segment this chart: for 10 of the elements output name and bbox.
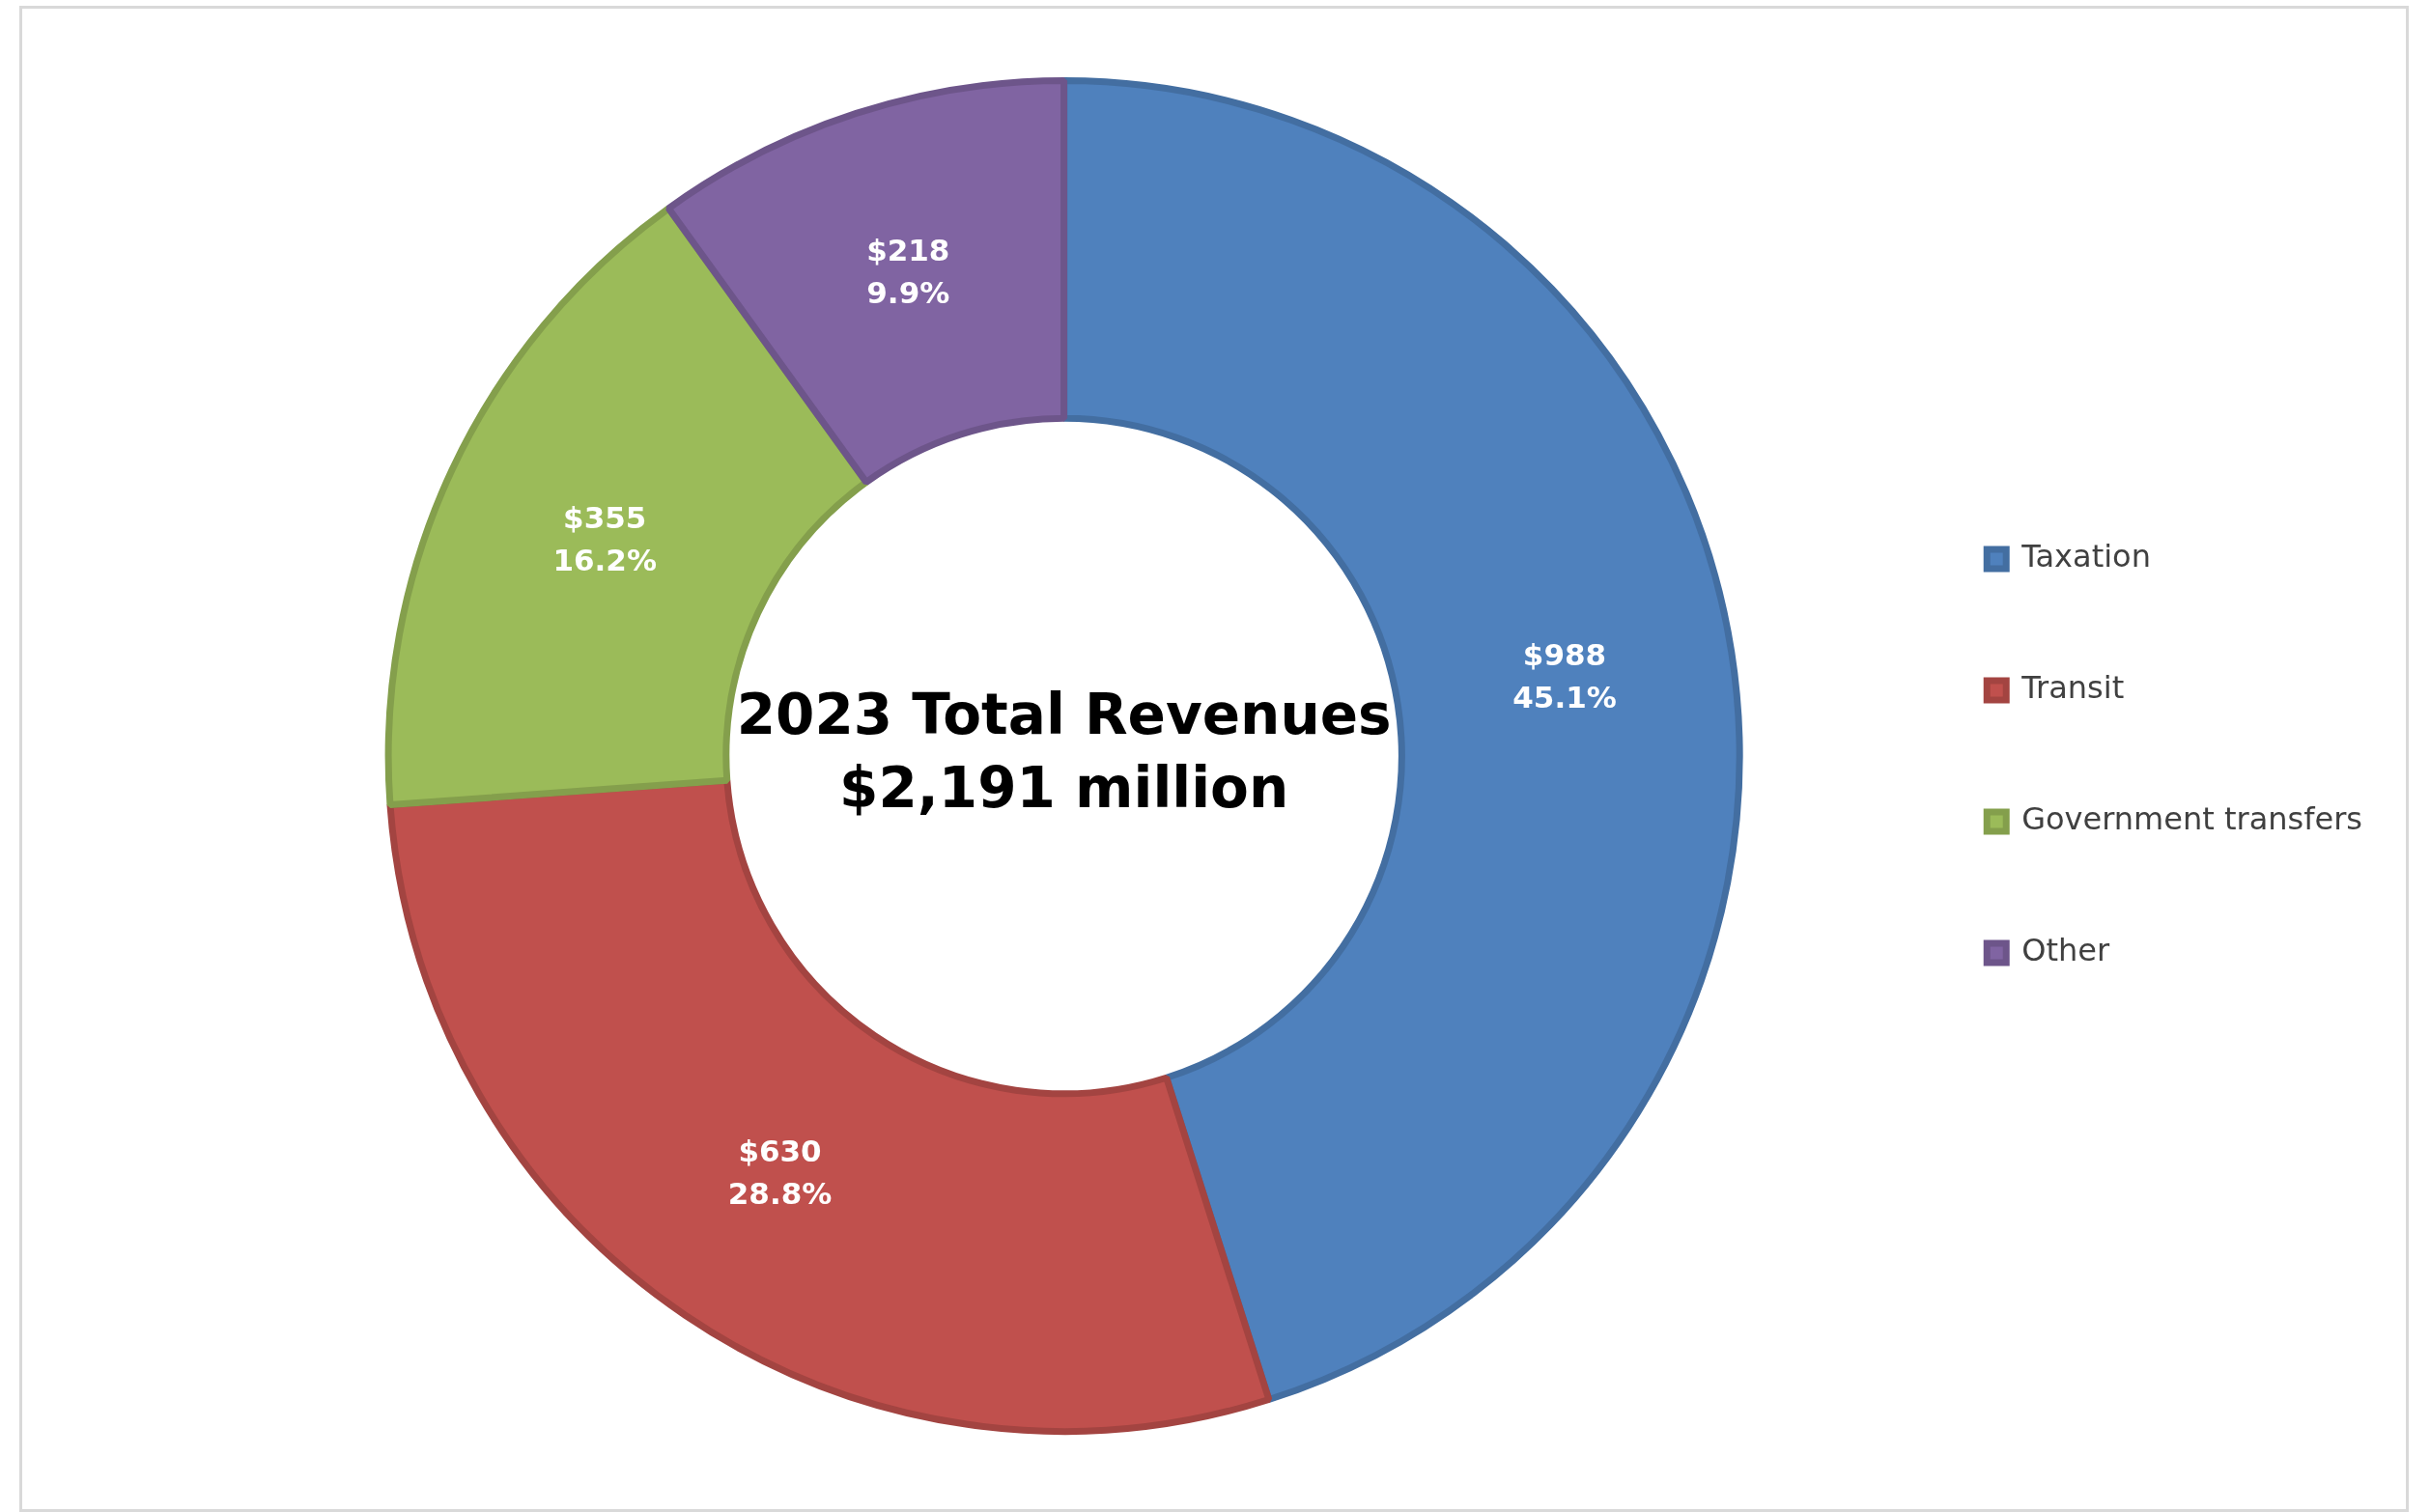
data-label: $218 9.9% — [866, 232, 950, 310]
legend-label: Taxation — [2020, 538, 2151, 575]
legend-label: Transit — [2020, 669, 2125, 707]
data-label: $988 45.1% — [1512, 636, 1617, 714]
legend-label: Government transfers — [2021, 800, 2362, 838]
text: 2023 Total Revenues — [736, 682, 1392, 748]
text: $2,191 million — [839, 755, 1289, 822]
data-label: $355 16.2% — [552, 500, 657, 578]
data-label: $630 28.8% — [727, 1134, 833, 1212]
legend-label: Other — [2021, 932, 2110, 969]
